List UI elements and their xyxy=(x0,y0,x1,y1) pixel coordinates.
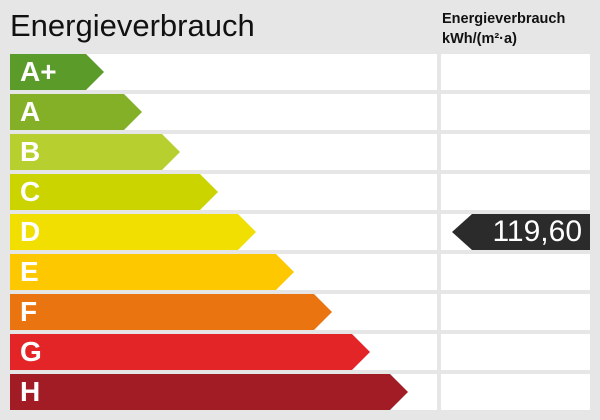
energy-class-label: F xyxy=(20,296,38,327)
energy-class-row-d: D xyxy=(10,214,437,250)
energy-class-arrow-shape xyxy=(10,94,142,130)
energy-class-row-aplus: A+ xyxy=(10,54,437,90)
energy-value-cell xyxy=(441,54,590,90)
energy-value-cell xyxy=(441,294,590,330)
energy-class-row-g: G xyxy=(10,334,437,370)
energy-class-row-c: C xyxy=(10,174,437,210)
energy-class-label: A xyxy=(20,96,41,127)
energy-class-row-a: A xyxy=(10,94,437,130)
energy-class-label: H xyxy=(20,376,41,407)
energy-value-cell xyxy=(441,94,590,130)
energy-value-cell xyxy=(441,174,590,210)
energy-class-label: D xyxy=(20,216,41,247)
energy-class-row-e: E xyxy=(10,254,437,290)
energy-class-label: B xyxy=(20,136,41,167)
energy-value-cell xyxy=(441,134,590,170)
column-header: Energieverbrauch kWh/(m²·a) xyxy=(442,9,565,49)
energy-class-arrow-shape xyxy=(10,134,180,170)
energy-class-label: G xyxy=(20,336,42,367)
energy-class-row-b: B xyxy=(10,134,437,170)
energy-class-arrow-shape xyxy=(10,334,370,370)
energy-class-label: A+ xyxy=(20,56,57,87)
consumption-value: 119,60 xyxy=(492,215,582,248)
energy-class-arrow-shape xyxy=(10,174,218,210)
energy-class-arrow-shape xyxy=(10,214,256,250)
energy-class-label: C xyxy=(20,176,41,207)
energy-class-row-h: H xyxy=(10,374,437,410)
energy-value-cell xyxy=(441,334,590,370)
energy-value-cell xyxy=(441,374,590,410)
consumption-marker: 119,60 xyxy=(452,214,590,250)
marker-arrow-shape xyxy=(452,214,590,250)
energy-class-arrow-shape xyxy=(10,374,408,410)
energy-class-row-f: F xyxy=(10,294,437,330)
column-header-unit: kWh/(m²·a) xyxy=(442,31,517,47)
column-header-title: Energieverbrauch xyxy=(442,11,566,27)
energy-class-arrow-shape xyxy=(10,294,332,330)
energy-class-arrow-shape xyxy=(10,254,294,290)
energy-class-arrow-shape xyxy=(10,54,104,90)
page-title: Energieverbrauch xyxy=(10,8,255,43)
energy-value-cell xyxy=(441,254,590,290)
energy-class-label: E xyxy=(20,256,39,287)
